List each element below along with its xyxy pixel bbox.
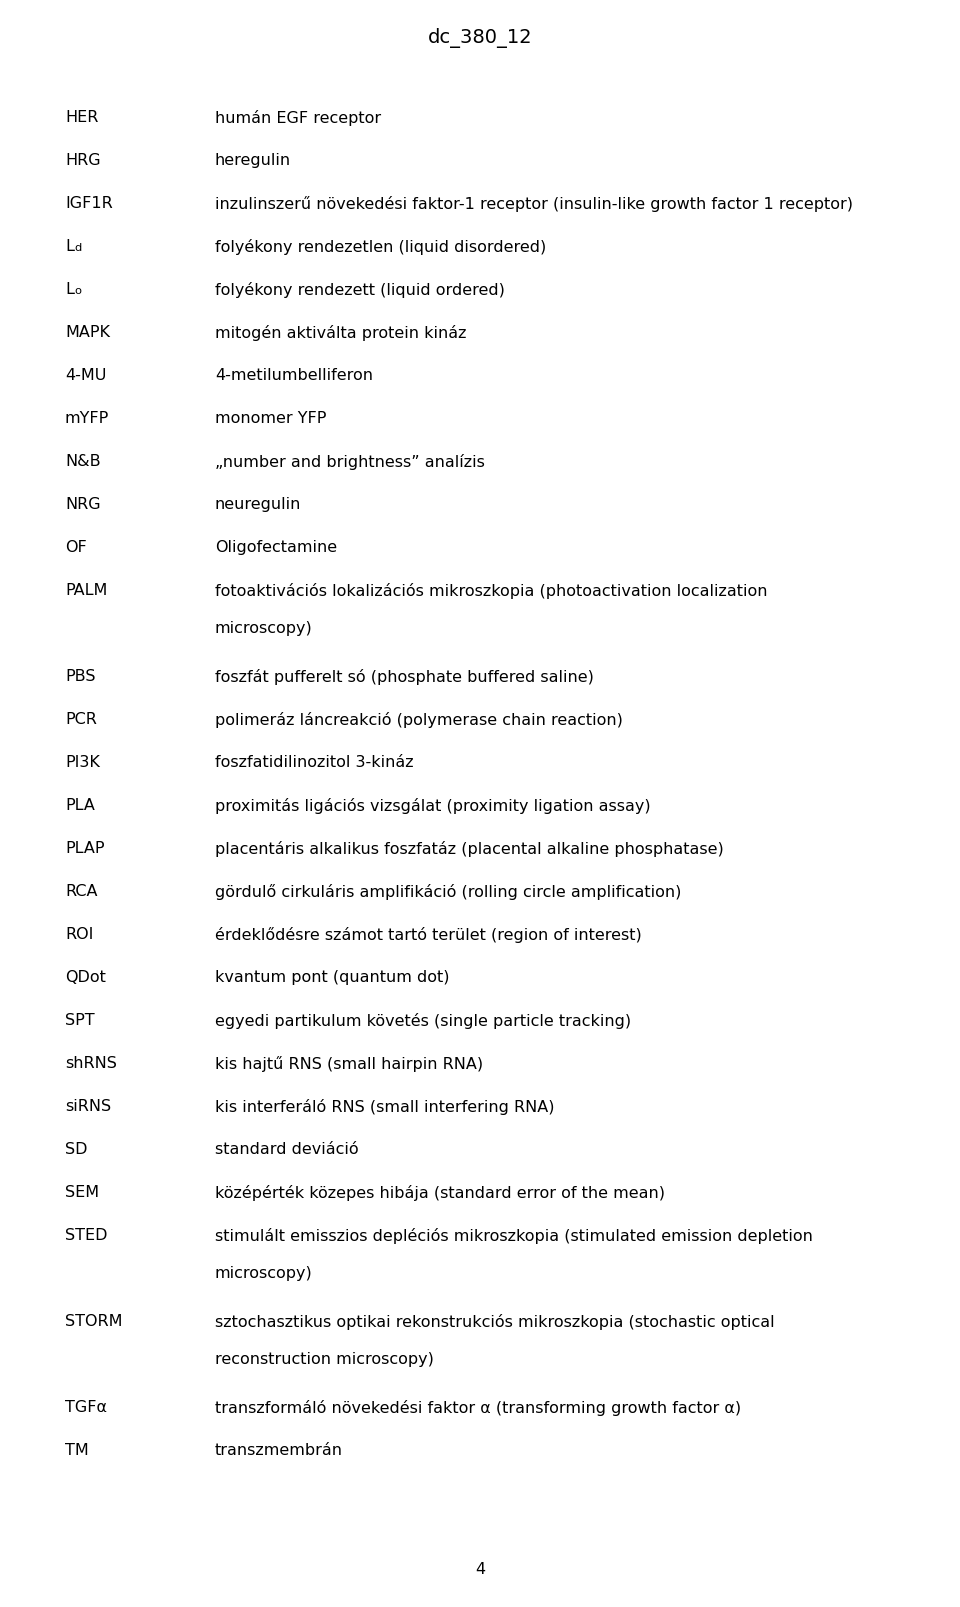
- Text: HER: HER: [65, 109, 98, 125]
- Text: PLA: PLA: [65, 799, 95, 813]
- Text: gördulő cirkuláris amplifikáció (rolling circle amplification): gördulő cirkuláris amplifikáció (rolling…: [215, 884, 682, 900]
- Text: inzulinszerű növekedési faktor-1 receptor (insulin-like growth factor 1 receptor: inzulinszerű növekedési faktor-1 recepto…: [215, 196, 853, 212]
- Text: kis hajtű RNS (small hairpin RNA): kis hajtű RNS (small hairpin RNA): [215, 1056, 483, 1072]
- Text: fotoaktivációs lokalizációs mikroszkopia (photoactivation localization: fotoaktivációs lokalizációs mikroszkopia…: [215, 583, 767, 599]
- Text: o: o: [74, 286, 81, 296]
- Text: kvantum pont (quantum dot): kvantum pont (quantum dot): [215, 971, 449, 985]
- Text: mitogén aktiválta protein kináz: mitogén aktiválta protein kináz: [215, 325, 467, 341]
- Text: polimeráz láncreakció (polymerase chain reaction): polimeráz láncreakció (polymerase chain …: [215, 712, 623, 728]
- Text: SPT: SPT: [65, 1012, 95, 1028]
- Text: folyékony rendezetlen (liquid disordered): folyékony rendezetlen (liquid disordered…: [215, 239, 546, 256]
- Text: folyékony rendezett (liquid ordered): folyékony rendezett (liquid ordered): [215, 281, 505, 297]
- Text: ROI: ROI: [65, 927, 93, 942]
- Text: STED: STED: [65, 1228, 108, 1242]
- Text: Oligofectamine: Oligofectamine: [215, 540, 337, 554]
- Text: heregulin: heregulin: [215, 153, 291, 169]
- Text: OF: OF: [65, 540, 86, 554]
- Text: transzformáló növekedési faktor α (transforming growth factor α): transzformáló növekedési faktor α (trans…: [215, 1400, 741, 1416]
- Text: monomer YFP: monomer YFP: [215, 411, 326, 426]
- Text: neuregulin: neuregulin: [215, 497, 301, 513]
- Text: PI3K: PI3K: [65, 755, 100, 770]
- Text: proximitás ligációs vizsgálat (proximity ligation assay): proximitás ligációs vizsgálat (proximity…: [215, 799, 651, 815]
- Text: L: L: [65, 281, 74, 297]
- Text: foszfát pufferelt só (phosphate buffered saline): foszfát pufferelt só (phosphate buffered…: [215, 669, 594, 685]
- Text: foszfatidilinozitol 3-kináz: foszfatidilinozitol 3-kináz: [215, 755, 414, 770]
- Text: PALM: PALM: [65, 583, 108, 598]
- Text: NRG: NRG: [65, 497, 101, 513]
- Text: 4-MU: 4-MU: [65, 368, 107, 382]
- Text: érdeklődésre számot tartó terület (region of interest): érdeklődésre számot tartó terület (regio…: [215, 927, 641, 943]
- Text: microscopy): microscopy): [215, 1266, 313, 1281]
- Text: TGFα: TGFα: [65, 1400, 107, 1416]
- Text: microscopy): microscopy): [215, 620, 313, 636]
- Text: SEM: SEM: [65, 1184, 99, 1200]
- Text: L: L: [65, 239, 74, 254]
- Text: PBS: PBS: [65, 669, 95, 685]
- Text: MAPK: MAPK: [65, 325, 110, 341]
- Text: egyedi partikulum követés (single particle tracking): egyedi partikulum követés (single partic…: [215, 1012, 631, 1028]
- Text: dc_380_12: dc_380_12: [428, 27, 532, 48]
- Text: siRNS: siRNS: [65, 1099, 111, 1114]
- Text: RCA: RCA: [65, 884, 98, 898]
- Text: HRG: HRG: [65, 153, 101, 169]
- Text: TM: TM: [65, 1443, 88, 1458]
- Text: PLAP: PLAP: [65, 840, 105, 857]
- Text: kis interferáló RNS (small interfering RNA): kis interferáló RNS (small interfering R…: [215, 1099, 555, 1115]
- Text: standard deviáció: standard deviáció: [215, 1143, 359, 1157]
- Text: „number and brightness” analízis: „number and brightness” analízis: [215, 455, 485, 469]
- Text: reconstruction microscopy): reconstruction microscopy): [215, 1351, 434, 1368]
- Text: humán EGF receptor: humán EGF receptor: [215, 109, 381, 125]
- Text: mYFP: mYFP: [65, 411, 109, 426]
- Text: transzmembrán: transzmembrán: [215, 1443, 343, 1458]
- Text: N&B: N&B: [65, 455, 101, 469]
- Text: 4-metilumbelliferon: 4-metilumbelliferon: [215, 368, 373, 382]
- Text: placentáris alkalikus foszfatáz (placental alkaline phosphatase): placentáris alkalikus foszfatáz (placent…: [215, 840, 724, 857]
- Text: stimulált emisszios depléciós mikroszkopia (stimulated emission depletion: stimulált emisszios depléciós mikroszkop…: [215, 1228, 813, 1244]
- Text: középérték közepes hibája (standard error of the mean): középérték közepes hibája (standard erro…: [215, 1184, 665, 1200]
- Text: shRNS: shRNS: [65, 1056, 117, 1070]
- Text: sztochasztikus optikai rekonstrukciós mikroszkopia (stochastic optical: sztochasztikus optikai rekonstrukciós mi…: [215, 1315, 775, 1331]
- Text: PCR: PCR: [65, 712, 97, 726]
- Text: QDot: QDot: [65, 971, 106, 985]
- Text: 4: 4: [475, 1562, 485, 1576]
- Text: SD: SD: [65, 1143, 87, 1157]
- Text: d: d: [74, 243, 82, 252]
- Text: IGF1R: IGF1R: [65, 196, 112, 211]
- Text: STORM: STORM: [65, 1315, 123, 1329]
